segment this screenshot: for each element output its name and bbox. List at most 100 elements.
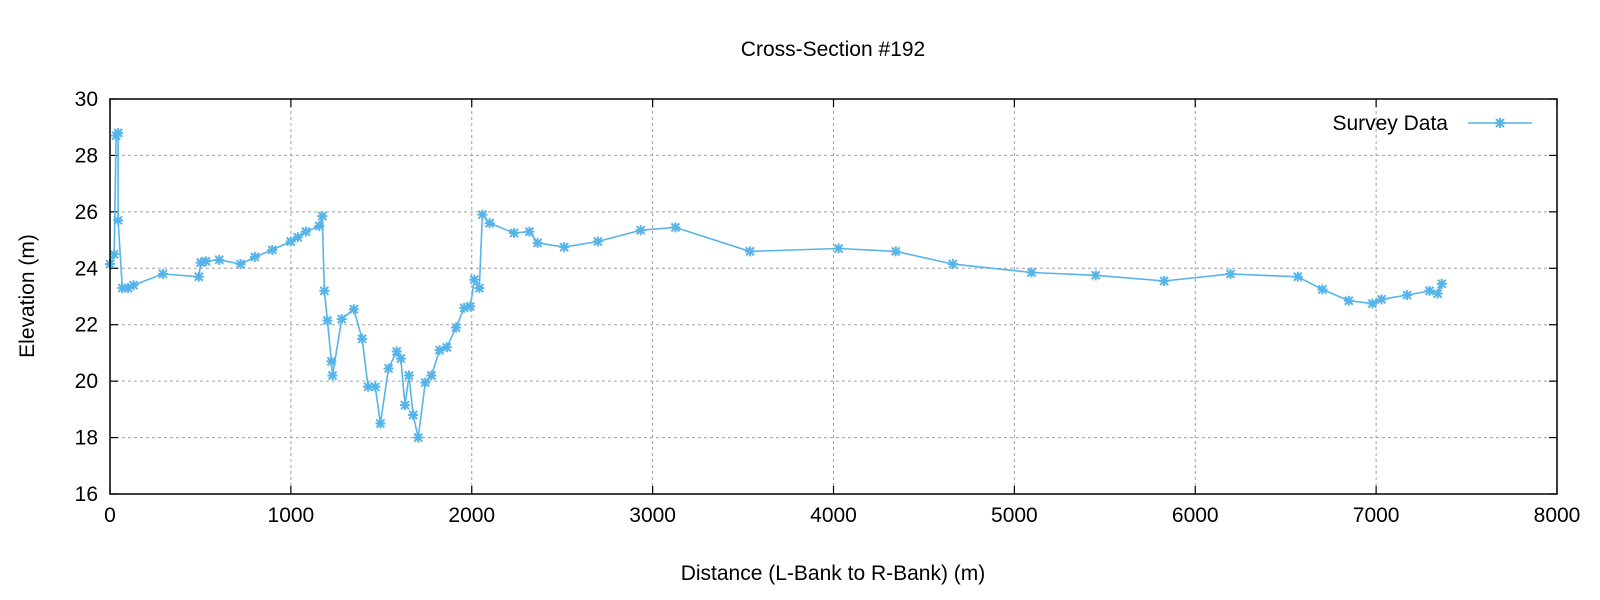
data-point (1436, 278, 1447, 289)
data-point (348, 304, 359, 315)
data-point (465, 301, 476, 312)
legend-marker (1495, 118, 1505, 128)
data-point (357, 333, 368, 344)
data-point (317, 211, 328, 222)
data-point (1367, 298, 1378, 309)
data-point (426, 370, 437, 381)
x-tick-label: 8000 (1534, 504, 1581, 527)
data-point (441, 342, 452, 353)
data-point (214, 254, 225, 265)
series-line (109, 130, 1443, 438)
data-point (391, 346, 402, 357)
data-point (670, 222, 681, 233)
data-point (327, 370, 338, 381)
data-point (375, 418, 386, 429)
y-tick-label: 30 (75, 88, 98, 111)
data-point (509, 228, 520, 239)
legend-line-sample (1468, 118, 1532, 128)
data-point (1376, 294, 1387, 305)
tick-labels: 0 1000 2000 3000 4000 5000 6000 7000 8000 16 18 20 2… (75, 88, 1581, 527)
data-point (1317, 284, 1328, 295)
x-axis-label: Distance (L-Bank to R-Bank) (m) (681, 562, 986, 585)
y-tick-label: 22 (75, 314, 98, 337)
data-point (235, 259, 246, 270)
x-tick-label: 7000 (1353, 504, 1400, 527)
grid-lines (109, 98, 1558, 495)
x-tick-label: 3000 (629, 504, 676, 527)
data-point (890, 246, 901, 257)
y-tick-label: 20 (75, 370, 98, 393)
data-point (1424, 285, 1435, 296)
data-point (1026, 267, 1037, 278)
data-point (292, 232, 303, 243)
data-point (403, 370, 414, 381)
legend-label: Survey Data (1332, 112, 1448, 135)
data-point (113, 215, 124, 226)
data-point (947, 259, 958, 270)
y-tick-label: 26 (75, 201, 98, 224)
data-point (400, 400, 411, 411)
y-axis-label: Elevation (m) (16, 234, 39, 358)
data-point (1402, 290, 1413, 301)
data-point (833, 243, 844, 254)
data-point (524, 226, 535, 237)
data-point (300, 226, 311, 237)
data-point (434, 345, 445, 356)
x-tick-label: 1000 (268, 504, 315, 527)
data-point (336, 314, 347, 325)
data-point (267, 244, 278, 255)
data-point (1292, 271, 1303, 282)
data-point (477, 209, 488, 220)
data-point (113, 127, 124, 138)
data-point (193, 271, 204, 282)
data-point (1159, 275, 1170, 286)
legend: Survey Data (1332, 112, 1532, 135)
chart-title: Cross-Section #192 (741, 38, 925, 61)
data-point (451, 322, 462, 333)
x-tick-label: 4000 (810, 504, 857, 527)
plot-frame (109, 98, 1558, 495)
data-point (395, 353, 406, 364)
data-point (285, 236, 296, 247)
x-tick-label: 0 (104, 504, 116, 527)
data-point (744, 246, 755, 257)
data-point (559, 242, 570, 253)
data-point (370, 381, 381, 392)
data-point (532, 237, 543, 248)
data-point (319, 285, 330, 296)
data-point (200, 256, 211, 267)
data-point (469, 274, 480, 285)
data-point (474, 283, 485, 294)
series-survey-data (105, 127, 1447, 443)
data-point (157, 268, 168, 279)
data-point (1090, 270, 1101, 281)
y-tick-label: 28 (75, 144, 98, 167)
data-point (592, 236, 603, 247)
data-point (117, 283, 128, 294)
y-tick-label: 16 (75, 483, 98, 506)
data-point (383, 363, 394, 374)
data-point (420, 377, 431, 388)
data-point (1225, 268, 1236, 279)
y-tick-label: 24 (75, 257, 99, 280)
x-tick-label: 5000 (991, 504, 1038, 527)
x-tick-label: 6000 (1172, 504, 1219, 527)
data-point (363, 381, 374, 392)
data-point (635, 225, 646, 236)
data-point (413, 432, 424, 443)
data-point (326, 356, 337, 367)
x-tick-label: 2000 (448, 504, 495, 527)
data-point (109, 249, 120, 260)
data-point (314, 220, 325, 231)
data-point (1343, 295, 1354, 306)
data-point (123, 283, 134, 294)
data-point (249, 252, 260, 262)
data-point (195, 257, 206, 268)
data-point (484, 218, 495, 229)
data-point (322, 315, 333, 326)
y-tick-label: 18 (75, 427, 98, 450)
data-point (128, 280, 139, 291)
data-point (408, 410, 419, 420)
data-point (1432, 288, 1443, 299)
